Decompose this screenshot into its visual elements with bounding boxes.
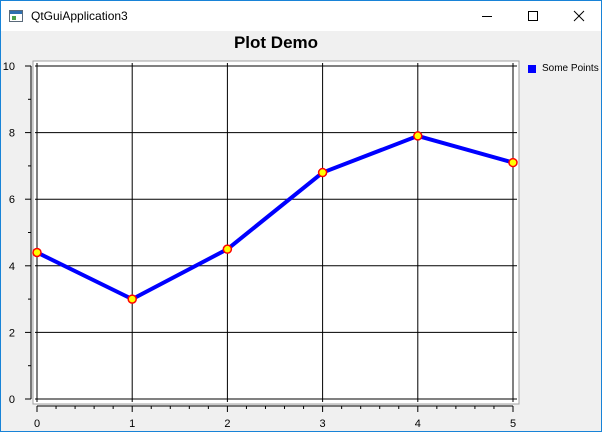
grid-lines [35,63,517,402]
data-point [32,247,42,258]
y-tick-label: 8 [9,128,15,140]
y-tick-label: 10 [3,61,15,73]
plot-canvas [32,60,520,405]
x-tick-label: 0 [34,418,40,430]
close-icon [573,10,585,22]
title-bar[interactable]: QtGuiApplication3 [1,1,601,31]
qt-app-icon [9,10,23,22]
data-point [413,131,423,141]
maximize-icon [528,11,538,21]
x-tick-label: 5 [510,418,516,430]
minimize-icon [482,16,492,17]
minimize-button[interactable] [464,1,510,31]
data-point [317,167,328,178]
window-title: QtGuiApplication3 [31,9,128,23]
y-tick-label: 2 [9,327,15,339]
y-tick-label: 6 [9,194,15,206]
plot-title: Plot Demo [233,33,319,52]
data-point [508,157,518,168]
close-button[interactable] [556,1,601,31]
data-point [222,244,233,254]
x-tick-label: 4 [415,418,421,430]
maximize-button[interactable] [510,1,556,31]
x-tick-label: 3 [320,418,326,430]
legend[interactable]: Some Points [528,63,599,74]
x-tick-label: 1 [129,418,135,430]
series-line [36,133,514,302]
axes: 0 2 4 6 8 10 0 1 2 3 4 5 [3,61,516,430]
x-tick-label: 2 [224,418,230,430]
y-tick-label: 4 [9,261,15,273]
y-tick-label: 0 [9,394,15,406]
data-point [127,294,137,304]
legend-label: Some Points [542,63,599,74]
series [32,131,518,304]
legend-swatch [528,64,536,73]
